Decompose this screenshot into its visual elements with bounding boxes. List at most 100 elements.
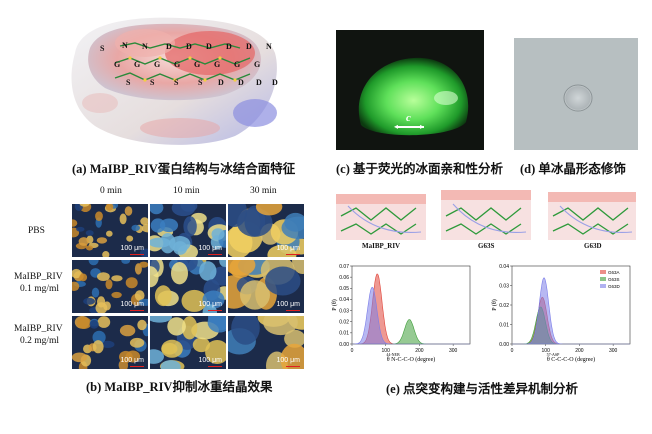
x-axis-label-superscript: 57-ASP bbox=[547, 352, 560, 357]
row-label-conc: 0.2 mg/ml bbox=[20, 336, 60, 346]
residue-label: N bbox=[122, 41, 128, 50]
residue-label: D bbox=[238, 78, 244, 87]
residue-label: D bbox=[206, 42, 212, 51]
y-tick-label: 0.07 bbox=[339, 264, 349, 270]
row-label: MaIBP_RIV bbox=[14, 272, 63, 282]
micrograph-tile: 100 μm bbox=[228, 204, 304, 257]
row-label: PBS bbox=[28, 226, 45, 236]
residue-label: D bbox=[256, 78, 262, 87]
panel-c-caption: (c) 基于荧光的冰面亲和性分析 bbox=[336, 162, 503, 176]
scale-label: 100 μm bbox=[120, 245, 145, 252]
residue-label: G bbox=[134, 60, 141, 69]
column-header: 0 min bbox=[100, 186, 122, 196]
micrograph-tile: 100 μm bbox=[150, 260, 226, 313]
residue-label: N bbox=[266, 42, 272, 51]
structure-label: MaIBP_RIV bbox=[362, 242, 401, 250]
mutant-structures-image bbox=[336, 190, 636, 240]
residue-label: G bbox=[254, 60, 261, 69]
mutant-structures: MaIBP_RIV G63S G63D bbox=[336, 186, 636, 252]
residue-label: S bbox=[100, 44, 105, 53]
x-tick-label: 300 bbox=[449, 348, 458, 354]
residue-label: G bbox=[154, 60, 161, 69]
residue-label: D bbox=[166, 42, 172, 51]
dihedral-chart-right: 0.00 0.01 0.02 0.03 0.04 0 100 200 300 P (θ) θ C-C… bbox=[491, 264, 631, 363]
scale-label: 100 μm bbox=[276, 301, 301, 308]
micrograph-tile: 100 μm bbox=[72, 260, 148, 313]
residue-label: S bbox=[126, 78, 131, 87]
residue-label: D bbox=[186, 42, 192, 51]
protein-surface-image bbox=[71, 17, 277, 145]
x-tick-label: 100 bbox=[542, 348, 551, 354]
legend-label: G63D bbox=[608, 284, 621, 289]
y-tick-label: 0.03 bbox=[339, 308, 349, 314]
residue-label: G bbox=[214, 60, 221, 69]
row-label-conc: 0.1 mg/ml bbox=[20, 284, 60, 294]
panel-d-caption: (d) 单冰晶形态修饰 bbox=[520, 162, 626, 176]
x-tick-label: 100 bbox=[382, 348, 391, 354]
residue-label: S bbox=[150, 78, 155, 87]
micrograph-tile: 100 μm bbox=[72, 204, 148, 257]
c-axis-arrow-left: ◂ bbox=[394, 122, 399, 131]
c-axis-label: c bbox=[406, 112, 411, 124]
scale-bar bbox=[208, 309, 222, 311]
y-tick-label: 0.00 bbox=[499, 342, 509, 348]
x-tick-label: 0 bbox=[351, 348, 354, 354]
panel-b-caption: (b) MaIBP_RIV抑制冰重结晶效果 bbox=[86, 380, 273, 394]
micrograph-tile: 100 μm bbox=[72, 316, 148, 369]
legend-swatch bbox=[600, 270, 606, 274]
scale-label: 100 μm bbox=[198, 245, 223, 252]
legend-label: G63A bbox=[608, 270, 620, 275]
legend-swatch bbox=[600, 284, 606, 288]
column-header: 10 min bbox=[173, 186, 200, 196]
series-g63d bbox=[352, 286, 470, 345]
residue-label: S bbox=[174, 78, 179, 87]
y-axis-label: P (θ) bbox=[491, 299, 498, 310]
scale-bar bbox=[130, 309, 144, 311]
scale-bar bbox=[286, 309, 300, 311]
x-tick-label: 200 bbox=[575, 348, 584, 354]
residue-label: G bbox=[114, 60, 121, 69]
residue-label: G bbox=[174, 60, 181, 69]
scale-label: 100 μm bbox=[120, 301, 145, 308]
row-label: MaIBP_RIV bbox=[14, 324, 63, 334]
micrograph-tile: 100 μm bbox=[150, 316, 226, 369]
scale-bar bbox=[286, 253, 300, 255]
panel-d-image bbox=[514, 38, 638, 150]
residue-label: D bbox=[218, 78, 224, 87]
panel-e-caption: (e) 点突变构建与活性差异机制分析 bbox=[386, 382, 578, 396]
y-tick-label: 0.04 bbox=[339, 297, 349, 303]
residue-labels: S N N D D D D D N G G G G G G G G S S S … bbox=[100, 38, 280, 98]
x-axis-label: θ C-C-C-O (degree) bbox=[547, 356, 595, 363]
scale-bar bbox=[130, 253, 144, 255]
x-tick-label: 0 bbox=[511, 348, 514, 354]
scale-label: 100 μm bbox=[198, 301, 223, 308]
panel-a: S N N D D D D D N G G G G G G G G S S S … bbox=[60, 8, 285, 153]
scale-label: 100 μm bbox=[198, 357, 223, 364]
y-tick-label: 0.04 bbox=[499, 264, 509, 270]
recrystallization-grid: 100 μm 100 μm 100 μm 100 μm 100 μm 100 μm 100 … bbox=[72, 204, 304, 370]
scale-bar bbox=[208, 253, 222, 255]
y-tick-label: 0.05 bbox=[339, 286, 349, 292]
residue-label: G bbox=[234, 60, 241, 69]
y-tick-label: 0.03 bbox=[499, 283, 509, 289]
scale-bar bbox=[286, 365, 300, 367]
plot-area bbox=[511, 265, 631, 345]
panel-a-caption: (a) MaIBP_RIV蛋白结构与冰结合面特征 bbox=[72, 162, 296, 176]
c-axis-arrow bbox=[398, 126, 424, 128]
y-tick-label: 0.01 bbox=[339, 331, 349, 337]
dihedral-chart-left: 0.00 0.01 0.02 0.03 0.04 0.05 0.06 0.07 0 100 200 3… bbox=[331, 264, 471, 363]
y-axis-label: P (θ) bbox=[331, 299, 338, 310]
y-tick-label: 0.01 bbox=[499, 322, 509, 328]
residue-label: D bbox=[272, 78, 278, 87]
residue-label: G bbox=[194, 60, 201, 69]
y-tick-label: 0.02 bbox=[499, 303, 509, 309]
residue-label: D bbox=[246, 42, 252, 51]
scale-bar bbox=[208, 365, 222, 367]
scale-label: 100 μm bbox=[276, 245, 301, 252]
structure-label: G63D bbox=[584, 242, 602, 250]
y-tick-label: 0.02 bbox=[339, 320, 349, 326]
scale-label: 100 μm bbox=[120, 357, 145, 364]
y-tick-label: 0.06 bbox=[339, 275, 349, 281]
scale-label: 100 μm bbox=[276, 357, 301, 364]
column-header: 30 min bbox=[250, 186, 277, 196]
